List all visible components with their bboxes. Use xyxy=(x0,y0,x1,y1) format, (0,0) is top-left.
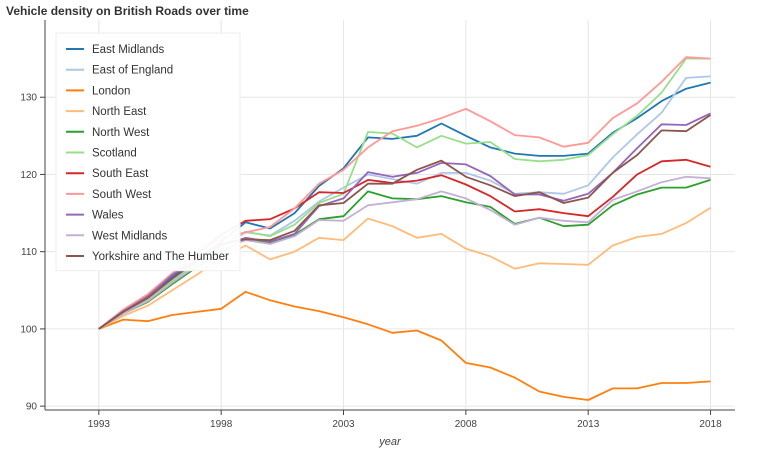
x-tick-label: 2003 xyxy=(332,419,355,430)
legend-item-label: London xyxy=(92,85,130,97)
series-line-london xyxy=(98,290,711,401)
legend-item-label: Yorkshire and The Humber xyxy=(92,251,229,263)
x-tick-label: 2008 xyxy=(455,419,478,430)
legend-item-label: East of England xyxy=(92,65,173,77)
legend-item-label: South East xyxy=(92,168,149,180)
legend-item-label: North East xyxy=(92,106,147,118)
legend-item-label: West Midlands xyxy=(92,230,167,242)
series-line-north-east xyxy=(98,206,711,330)
chart-title: Vehicle density on British Roads over ti… xyxy=(6,4,249,18)
legend-item-label: Scotland xyxy=(92,148,137,160)
legend-box xyxy=(55,32,241,272)
x-tick-label: 2018 xyxy=(699,419,722,430)
legend-item-label: East Midlands xyxy=(92,44,164,56)
legend-item-label: South West xyxy=(92,189,152,201)
x-axis-label: year xyxy=(378,436,402,448)
x-tick-label: 1998 xyxy=(210,419,233,430)
y-tick-label: 130 xyxy=(20,93,37,104)
legend: East Midlands East of England London North … xyxy=(55,32,241,272)
legend-item-label: North West xyxy=(92,127,150,139)
y-tick-label: 90 xyxy=(26,402,38,413)
axes: 1993 1998 2003 2008 2013 2018 90 100 110 120 130 ye… xyxy=(20,20,735,448)
x-tick-label: 2013 xyxy=(577,419,600,430)
y-tick-label: 120 xyxy=(20,170,37,181)
y-tick-label: 110 xyxy=(21,247,37,258)
y-tick-label: 100 xyxy=(20,324,37,335)
x-tick-label: 1993 xyxy=(88,419,111,430)
legend-item-label: Wales xyxy=(92,210,124,222)
